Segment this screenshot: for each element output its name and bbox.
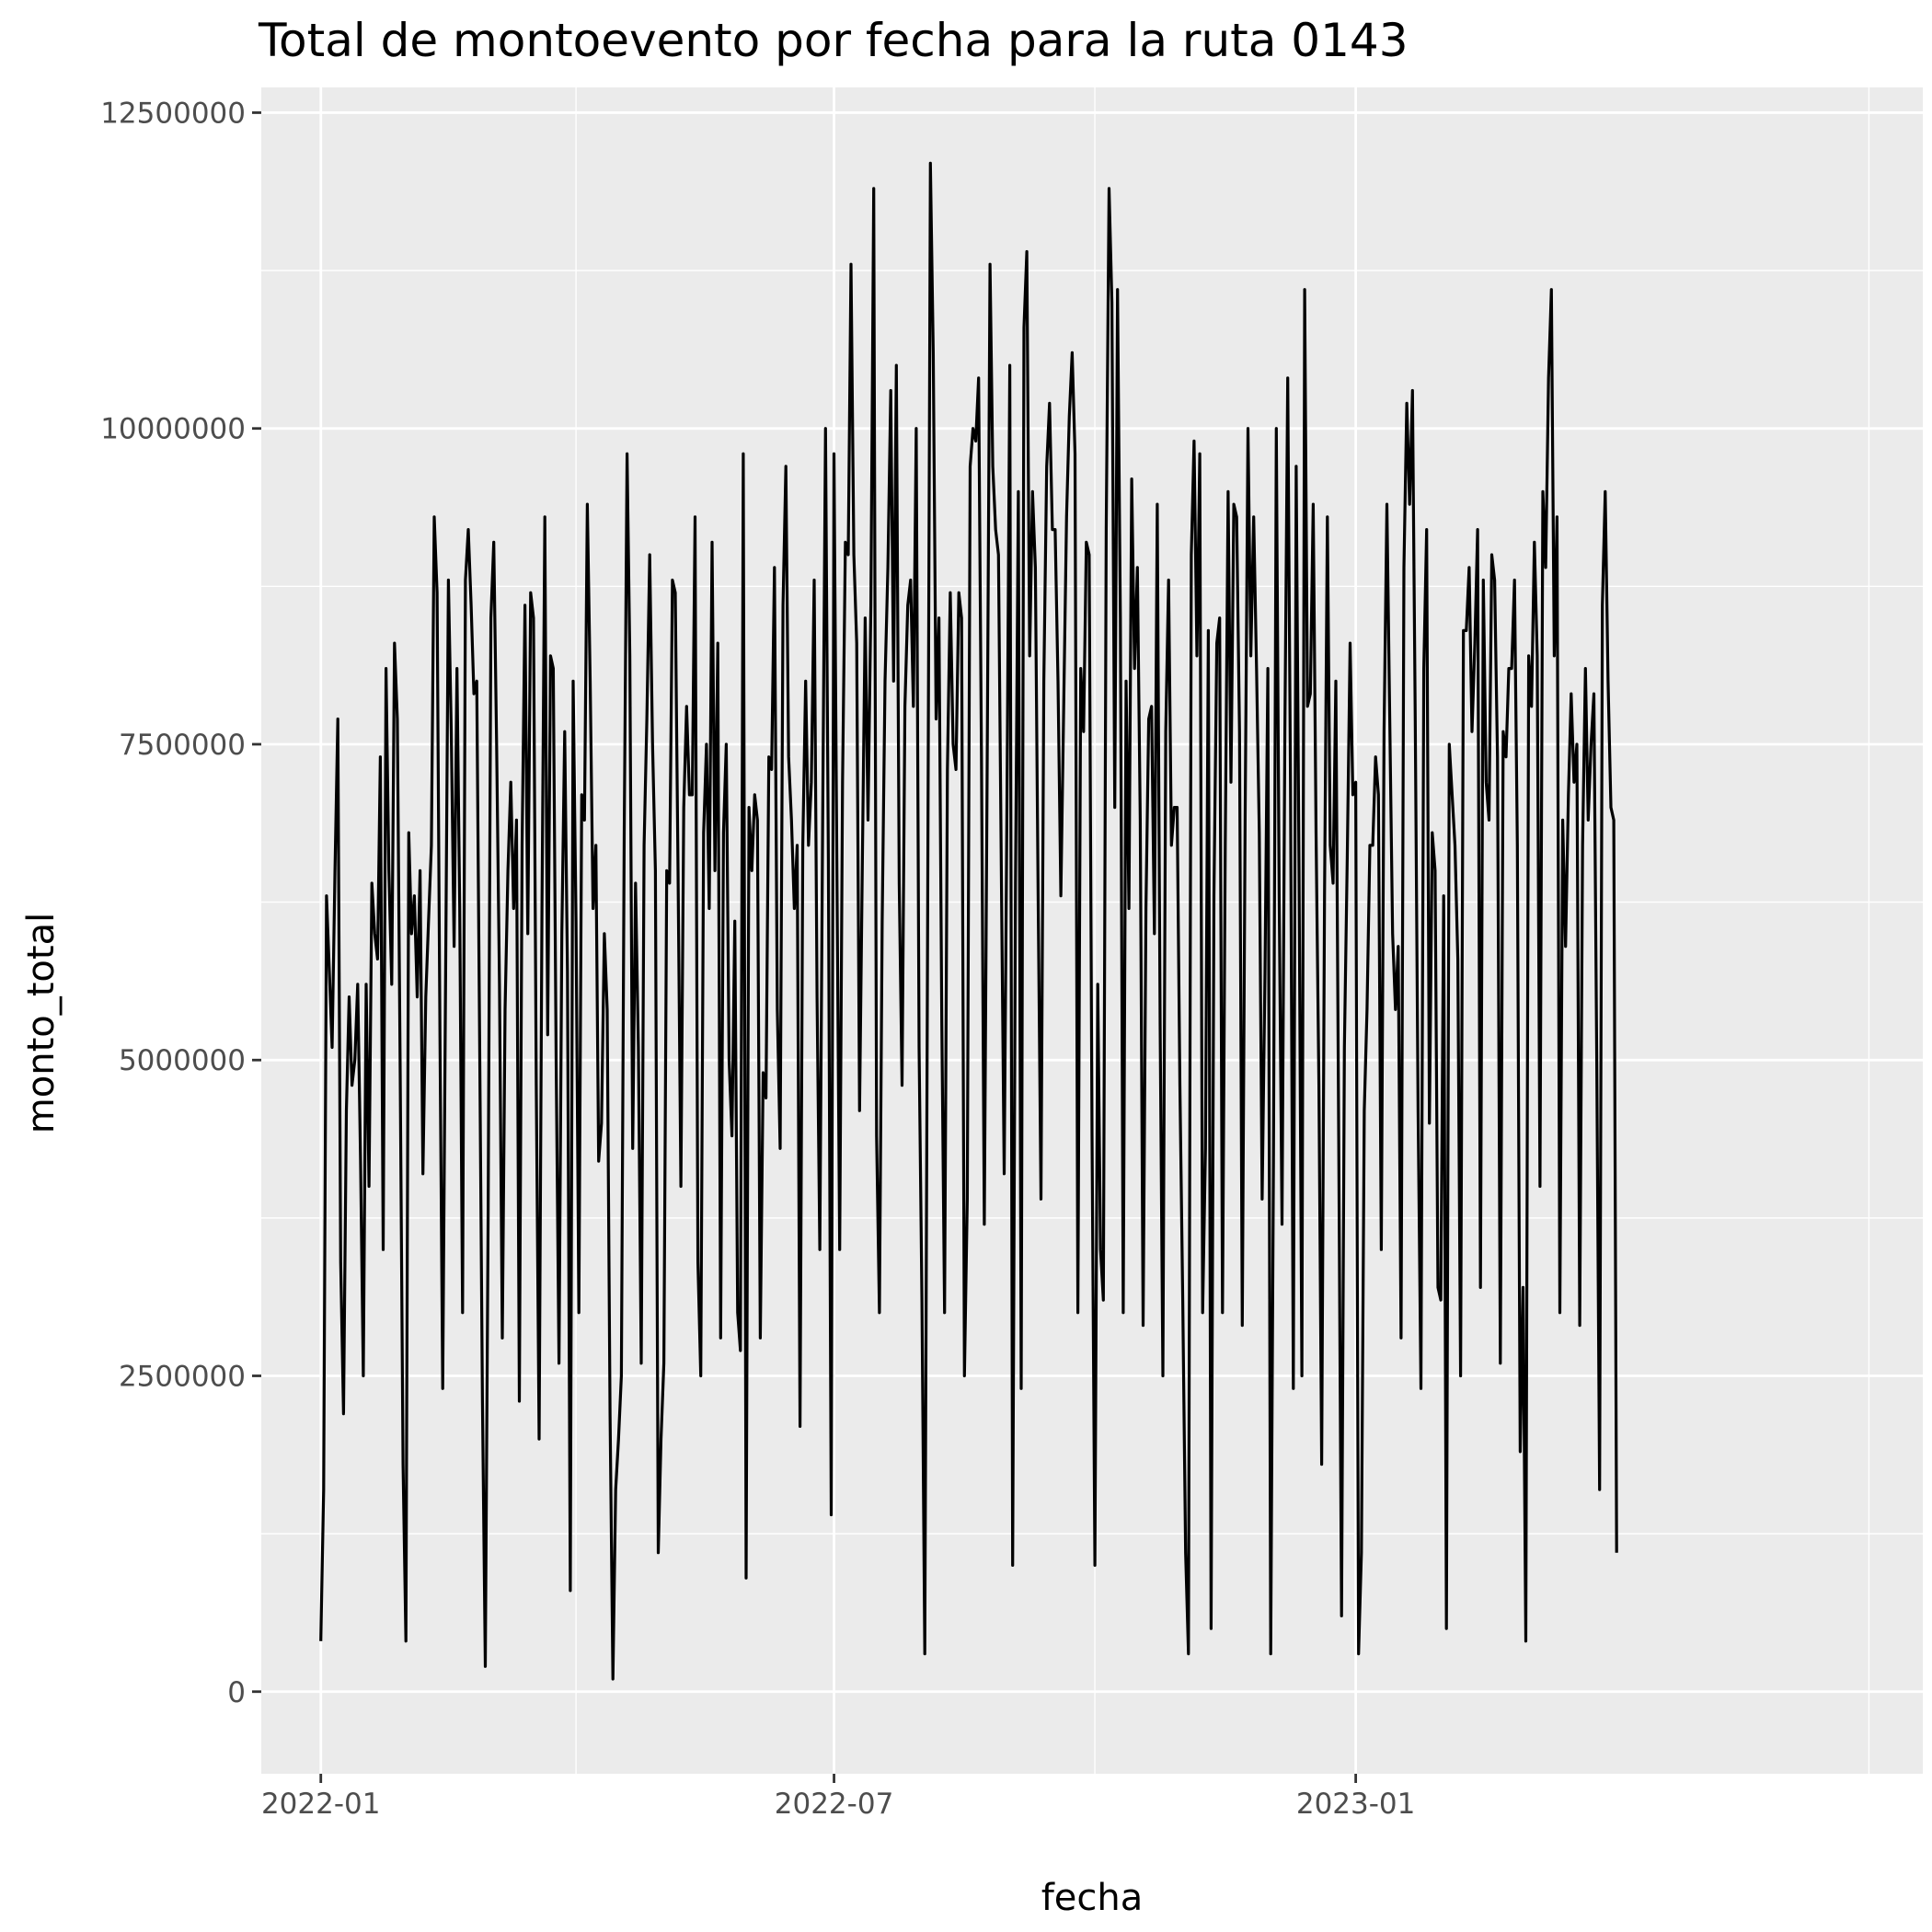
x-tick-label: 2022-01 — [261, 1788, 381, 1821]
y-tick-label: 12500000 — [100, 97, 246, 130]
x-tick-label: 2023-01 — [1296, 1788, 1416, 1821]
x-axis-title: fecha — [1041, 1877, 1144, 1919]
series-group — [319, 161, 1618, 1681]
y-tick-label: 5000000 — [119, 1044, 246, 1077]
chart-title: Total de montoevento por fecha para la r… — [258, 14, 1409, 67]
y-axis: 0 2500000 5000000 7500000 10000000 12500000 — [100, 97, 261, 1709]
x-axis: 2022-01 2022-07 2023-01 — [261, 1774, 1415, 1821]
y-tick-label: 0 — [227, 1676, 246, 1709]
y-tick-label: 2500000 — [119, 1360, 246, 1393]
y-axis-title: monto_total — [20, 913, 63, 1133]
y-tick-label: 10000000 — [100, 413, 246, 446]
series-line-0 — [319, 161, 1618, 1681]
x-tick-label: 2022-07 — [775, 1788, 894, 1821]
y-tick-label: 7500000 — [119, 729, 246, 762]
